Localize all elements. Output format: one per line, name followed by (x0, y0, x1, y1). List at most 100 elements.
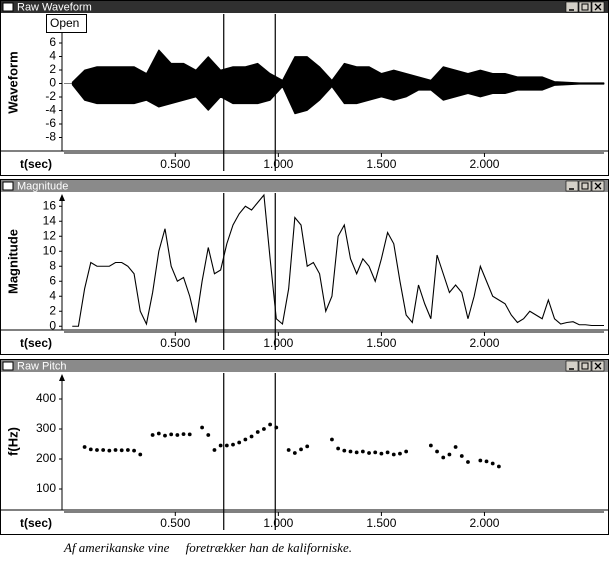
pitch-point (119, 448, 124, 453)
y-tick-label: 4 (49, 49, 56, 63)
y-tick-label: 300 (36, 421, 56, 435)
pitch-point (212, 448, 217, 452)
y-tick-label: 8 (49, 258, 56, 272)
pitch-point (175, 433, 180, 437)
minimize-button[interactable] (565, 180, 579, 192)
pitch-point (187, 432, 192, 437)
x-tick-label: 1.500 (366, 336, 396, 350)
pitch-point (459, 454, 464, 458)
pitch-point (453, 445, 458, 449)
pitch-point (496, 464, 501, 469)
pitch-point (478, 458, 483, 463)
y-axis-label: Magnitude (5, 229, 20, 294)
tooltip-box (46, 14, 87, 33)
pitch-point (101, 448, 106, 452)
y-tick-label: -6 (45, 116, 56, 130)
pitch-point (286, 448, 291, 452)
y-axis-arrow (59, 194, 65, 201)
window-icon (2, 361, 14, 371)
x-tick-label: 1.000 (263, 516, 293, 530)
y-tick-label: 16 (43, 198, 57, 212)
pitch-point (249, 434, 254, 439)
pitch-point (385, 450, 390, 455)
button-glyph (581, 362, 589, 370)
tooltip: Open (46, 14, 87, 33)
pitch-point (404, 449, 409, 454)
title-bar (1, 180, 608, 192)
title-bar (1, 1, 608, 13)
x-tick-label: 1.500 (366, 516, 396, 530)
pitch-point (138, 452, 143, 457)
pitch-point (305, 444, 310, 449)
y-tick-label: 6 (49, 273, 56, 287)
button-glyph (594, 182, 602, 190)
pitch-point (342, 448, 347, 453)
maximize-button[interactable] (578, 180, 592, 192)
window-frame (0, 179, 609, 355)
window-icon (2, 2, 14, 12)
pitch-point (206, 433, 211, 437)
window: Raw Pitch f(Hz) 400 300 200 100 t(sec) 0.500 1.0… (0, 359, 609, 535)
button-glyph (594, 3, 602, 11)
pitch-point (398, 451, 402, 456)
pitch-point (490, 461, 495, 466)
x-tick-label: 1.000 (263, 336, 293, 350)
y-tick-label: 6 (49, 35, 56, 49)
pitch-point (113, 448, 118, 452)
y-tick-label: -8 (45, 130, 56, 144)
button-glyph (581, 3, 589, 11)
y-tick-label: 2 (49, 62, 56, 76)
x-tick-label: 0.500 (160, 516, 190, 530)
y-tick-label: 10 (43, 243, 57, 257)
y-tick-label: 14 (43, 213, 57, 227)
pitch-point (379, 451, 384, 456)
minimize-button[interactable] (565, 360, 579, 372)
tooltip-text: Open (50, 16, 79, 30)
pitch-point (262, 427, 266, 431)
window-title: Raw Waveform (17, 1, 92, 13)
pitch-point (299, 447, 303, 452)
pitch-point (336, 446, 341, 451)
maximize-button[interactable] (578, 360, 592, 372)
y-tick-label: 12 (43, 228, 57, 242)
pitch-point (292, 451, 297, 455)
y-tick-label: 100 (36, 481, 56, 495)
minimize-button[interactable] (565, 1, 579, 13)
y-tick-label: -4 (45, 103, 56, 117)
pitch-point (88, 447, 93, 452)
maximize-button[interactable] (578, 1, 592, 13)
y-tick-label: 200 (36, 451, 56, 465)
pitch-point (107, 448, 112, 453)
pitch-point (95, 448, 99, 452)
x-axis-label: t(sec) (20, 336, 52, 350)
x-tick-label: 0.500 (160, 336, 190, 350)
window-title: Raw Pitch (17, 360, 67, 372)
pitch-point (181, 432, 186, 436)
x-axis-label: t(sec) (20, 516, 52, 530)
waveform-area (71, 49, 605, 84)
pitch-point (268, 422, 273, 427)
x-tick-label: 0.500 (160, 157, 190, 171)
y-tick-label: 0 (49, 318, 56, 332)
x-tick-label: 1.000 (263, 157, 293, 171)
magnitude-line (72, 193, 604, 327)
pitch-point (132, 448, 136, 453)
x-tick-label: 1.500 (366, 157, 396, 171)
pitch-point (466, 460, 470, 464)
x-axis-label: t(sec) (20, 157, 52, 171)
pitch-point (391, 452, 396, 457)
waveform-area (71, 83, 605, 115)
pitch-point (348, 449, 353, 454)
y-tick-label: 0 (49, 76, 56, 90)
pitch-point (156, 431, 161, 436)
caption: Af amerikanske vine foretrækker han de k… (63, 540, 352, 555)
pitch-point (367, 451, 371, 455)
y-axis-arrow (59, 374, 65, 381)
pitch-point (354, 450, 359, 455)
pitch-point (435, 449, 439, 454)
pitch-point (163, 433, 167, 438)
pitch-point (330, 437, 334, 442)
y-axis-label: f(Hz) (5, 427, 20, 456)
y-tick-label: -2 (45, 89, 56, 103)
